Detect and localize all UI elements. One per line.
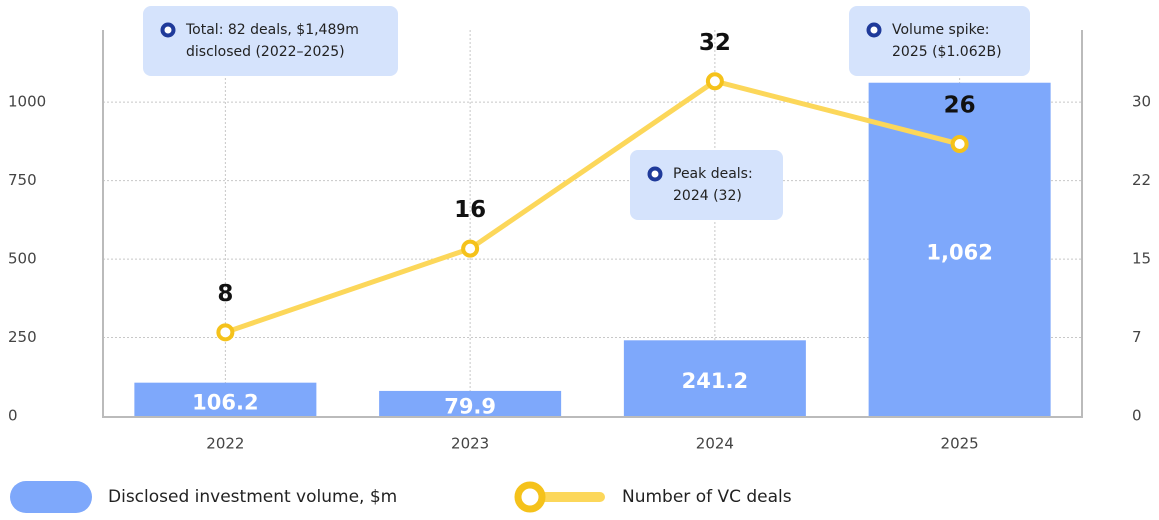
line-marker xyxy=(705,72,724,91)
bar-value-label: 106.2 xyxy=(192,390,258,414)
legend-label: Disclosed investment volume, $m xyxy=(108,487,397,507)
annotation-text: Peak deals: xyxy=(673,166,753,182)
annotation-box xyxy=(630,150,783,220)
y-tick-label: 250 xyxy=(8,328,37,346)
y-tick-label: 1000 xyxy=(8,93,46,111)
y-tick-label: 750 xyxy=(8,171,37,189)
bar-value-label: 79.9 xyxy=(444,394,496,418)
bar xyxy=(379,390,562,416)
point-value-label: 26 xyxy=(944,93,976,119)
x-tick-label: 2022 xyxy=(206,435,244,453)
x-tick-label: 2025 xyxy=(941,435,979,453)
y2-tick-label: 15 xyxy=(1132,250,1151,268)
annotation-box xyxy=(849,6,1030,76)
line-marker xyxy=(216,323,235,342)
legend-label: Number of VC deals xyxy=(622,487,792,507)
x-tick-label: 2023 xyxy=(451,435,489,453)
legend-swatch-bar xyxy=(10,481,92,513)
annotation-box xyxy=(143,6,398,76)
x-tick-label: 2024 xyxy=(696,435,734,453)
point-value-label: 8 xyxy=(217,281,233,307)
line-marker xyxy=(950,135,969,154)
y2-tick-label: 22 xyxy=(1132,171,1151,189)
bar xyxy=(134,382,317,416)
annotation-icon xyxy=(647,166,663,182)
bar-value-label: 241.2 xyxy=(682,369,748,393)
y-tick-label: 0 xyxy=(8,407,18,425)
y2-tick-label: 30 xyxy=(1132,93,1151,111)
y-tick-label: 500 xyxy=(8,250,37,268)
bar xyxy=(623,340,806,416)
annotation-text: 2025 ($1.062B) xyxy=(892,44,1002,60)
annotation-icon xyxy=(866,22,882,38)
annotation-text: Total: 82 deals, $1,489m xyxy=(185,22,359,38)
annotation-text: 2024 (32) xyxy=(673,188,742,204)
line xyxy=(224,78,961,335)
line-marker xyxy=(461,239,480,258)
y2-tick-label: 7 xyxy=(1132,328,1142,346)
bar-value-label: 1,062 xyxy=(926,240,992,264)
legend-swatch-marker xyxy=(514,481,546,513)
annotation-icon xyxy=(160,22,176,38)
annotation-text: disclosed (2022–2025) xyxy=(186,44,345,60)
annotation-text: Volume spike: xyxy=(892,22,990,38)
point-value-label: 32 xyxy=(699,30,731,56)
y2-tick-label: 0 xyxy=(1132,407,1142,425)
point-value-label: 16 xyxy=(454,197,486,223)
